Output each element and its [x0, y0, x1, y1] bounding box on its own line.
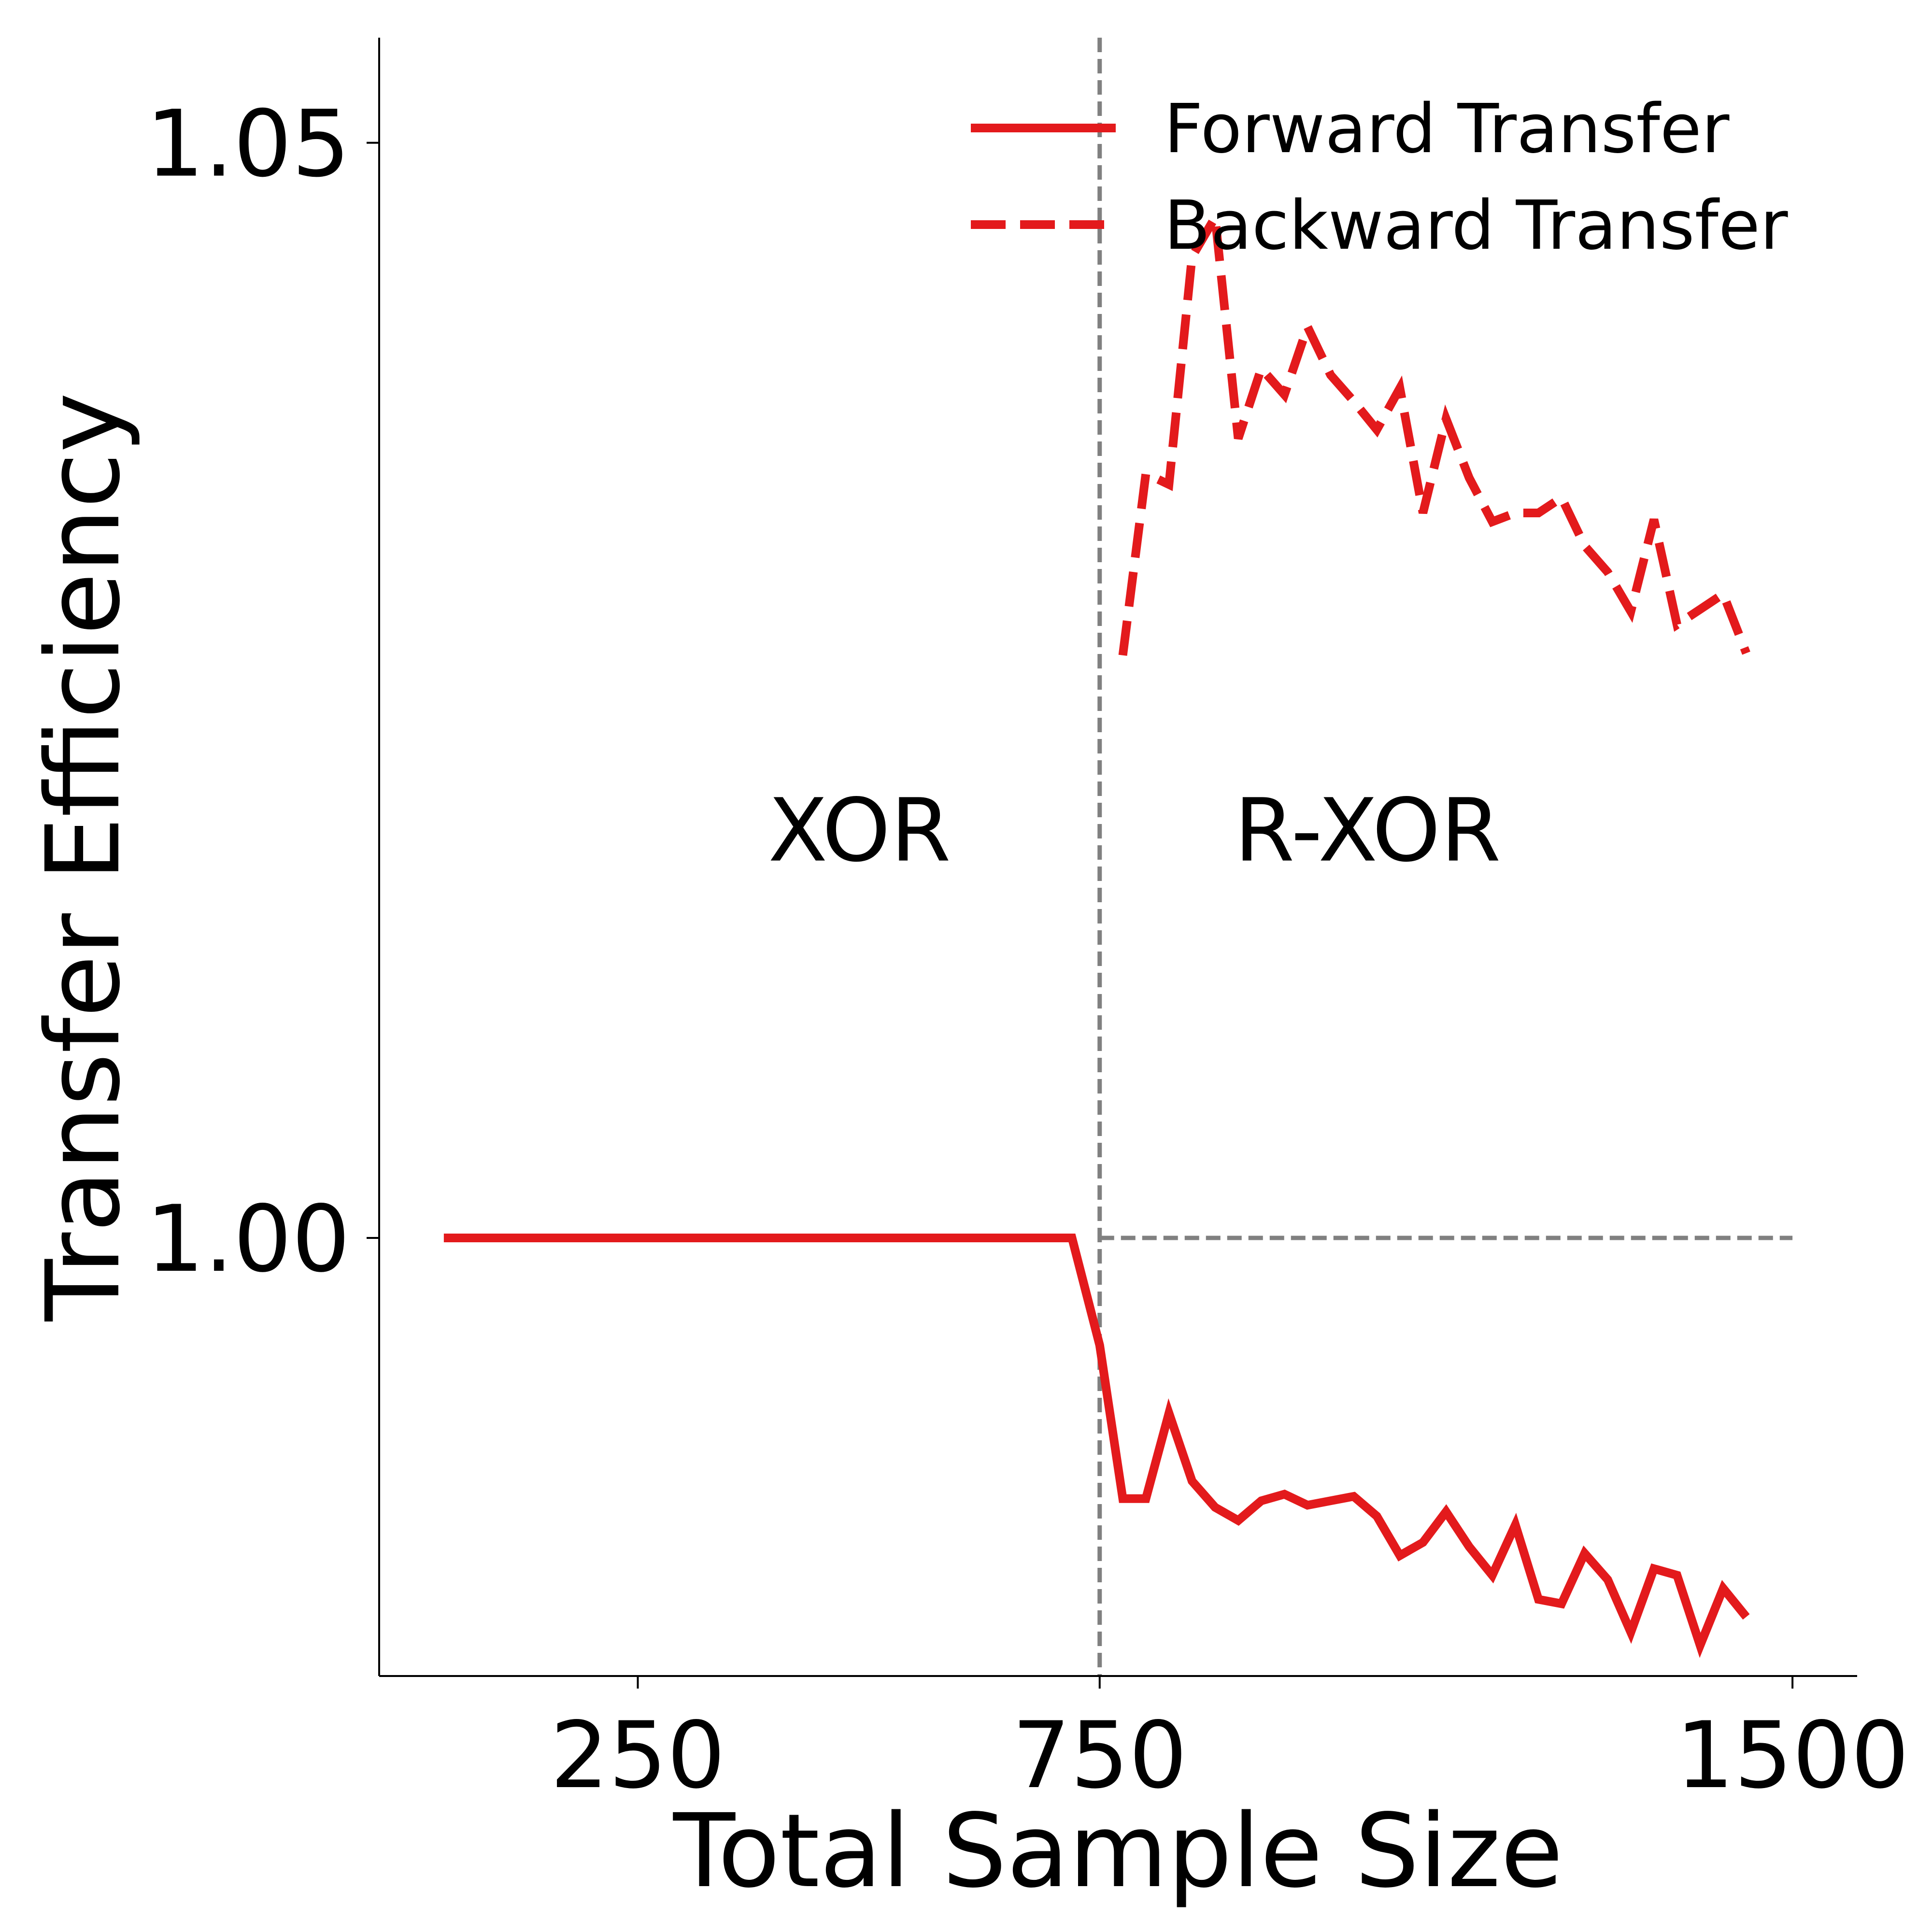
x-tick-label: 750 [1012, 1702, 1187, 1809]
legend-label: Forward Transfer [1164, 90, 1730, 169]
plot-area [443, 38, 1793, 1676]
region-label: XOR [768, 781, 951, 881]
y-tick-label: 1.00 [146, 1186, 350, 1293]
axes: 250 750 1500 1.00 1.05 [146, 38, 1909, 1809]
x-axis-title: Total Sample Size [673, 1792, 1563, 1910]
region-annotations: XOR R-XOR [768, 781, 1501, 881]
y-tick-label: 1.05 [146, 91, 350, 198]
series-line-backward-transfer [1118, 203, 1750, 656]
series-line-forward-transfer [443, 1234, 1750, 1658]
legend: Forward Transfer Backward Transfer [971, 90, 1788, 265]
y-ticks: 1.00 1.05 [146, 91, 379, 1293]
x-tick-label: 250 [550, 1702, 725, 1809]
legend-label: Backward Transfer [1164, 186, 1788, 265]
series-layer [443, 203, 1750, 1658]
x-ticks: 250 750 1500 [550, 1676, 1909, 1809]
y-axis-title: Transfer Efficiency [24, 393, 142, 1322]
x-tick-label: 1500 [1676, 1702, 1909, 1809]
region-label: R-XOR [1234, 781, 1501, 881]
